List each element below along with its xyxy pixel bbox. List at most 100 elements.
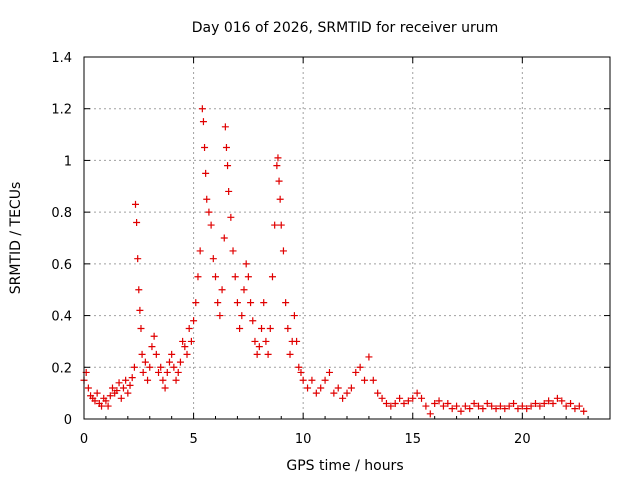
data-point: [179, 337, 187, 345]
data-point: [126, 381, 134, 389]
data-point: [115, 379, 123, 387]
data-point: [400, 399, 408, 407]
data-point: [253, 350, 261, 358]
data-point: [374, 389, 382, 397]
data-point: [361, 376, 369, 384]
data-point: [391, 399, 399, 407]
data-point: [277, 221, 285, 229]
data-point: [190, 317, 198, 325]
data-point: [218, 286, 226, 294]
data-point: [501, 405, 509, 413]
data-point: [284, 325, 292, 332]
data-point: [378, 394, 386, 402]
data-point: [571, 405, 579, 413]
data-point: [275, 177, 283, 185]
data-point: [84, 384, 92, 392]
data-point: [176, 358, 184, 366]
data-point: [130, 363, 138, 371]
data-point: [119, 384, 127, 392]
data-point: [199, 118, 207, 126]
data-point: [139, 368, 147, 376]
data-point: [304, 384, 312, 392]
data-point: [108, 384, 116, 392]
data-point: [536, 402, 544, 410]
data-point: [404, 397, 412, 405]
data-point: [457, 407, 465, 415]
data-point: [369, 376, 377, 384]
data-point: [575, 402, 583, 410]
data-point: [122, 376, 130, 384]
data-point: [422, 402, 430, 410]
y-tick-label: 0.2: [51, 361, 72, 376]
data-point: [466, 405, 474, 413]
data-point: [510, 399, 518, 407]
data-point: [170, 363, 178, 371]
data-point: [299, 376, 307, 384]
x-axis-ticks: 0 5 10 15 20: [80, 57, 589, 447]
data-point: [382, 399, 390, 407]
data-point: [240, 286, 248, 294]
chart-title: Day 016 of 2026, SRMTID for receiver uru…: [192, 20, 499, 36]
y-tick-label: 0.6: [51, 258, 72, 273]
data-point: [290, 312, 298, 320]
data-point: [293, 337, 301, 345]
data-points: [80, 105, 588, 418]
data-point: [152, 350, 160, 358]
data-point: [461, 402, 469, 410]
data-point: [198, 105, 206, 113]
data-point: [236, 325, 244, 332]
data-point: [352, 368, 360, 376]
data-point: [527, 402, 535, 410]
data-point: [282, 299, 290, 307]
y-axis-ticks: 0 0.2 0.4 0.6 0.8 1 1.2 1.4: [51, 51, 610, 428]
data-point: [518, 402, 526, 410]
data-point: [387, 402, 395, 410]
data-point: [356, 363, 364, 371]
data-point: [258, 325, 266, 332]
data-point: [192, 299, 200, 307]
data-point: [155, 368, 163, 376]
data-point: [172, 376, 180, 384]
data-point: [297, 368, 305, 376]
data-point: [128, 374, 136, 382]
x-tick-label: 10: [295, 432, 312, 447]
data-point: [266, 325, 274, 332]
data-point: [202, 169, 210, 177]
data-point: [196, 247, 204, 255]
data-point: [231, 273, 239, 281]
data-point: [187, 337, 195, 345]
data-point: [159, 376, 167, 384]
data-point: [135, 286, 143, 294]
data-point: [262, 337, 270, 345]
y-tick-label: 0.8: [51, 206, 72, 221]
data-point: [221, 123, 229, 131]
data-point: [444, 399, 452, 407]
data-point: [209, 255, 217, 263]
data-point: [168, 350, 176, 358]
data-point: [321, 376, 329, 384]
data-point: [225, 187, 233, 195]
data-point: [255, 343, 263, 351]
data-point: [113, 387, 121, 395]
data-point: [312, 389, 320, 397]
data-point: [567, 399, 575, 407]
data-point: [249, 317, 257, 325]
data-point: [91, 397, 99, 405]
data-point: [562, 402, 570, 410]
data-point: [174, 368, 182, 376]
x-tick-label: 20: [514, 432, 531, 447]
y-axis-label: SRMTID / TECUs: [8, 182, 24, 295]
data-point: [479, 405, 487, 413]
data-point: [117, 394, 125, 402]
data-point: [185, 325, 193, 332]
data-point: [448, 405, 456, 413]
data-point: [161, 384, 169, 392]
data-point: [580, 407, 588, 415]
data-point: [409, 394, 417, 402]
data-point: [317, 384, 325, 392]
data-point: [247, 299, 255, 307]
data-point: [141, 358, 149, 366]
data-point: [295, 363, 303, 371]
data-point: [439, 402, 447, 410]
